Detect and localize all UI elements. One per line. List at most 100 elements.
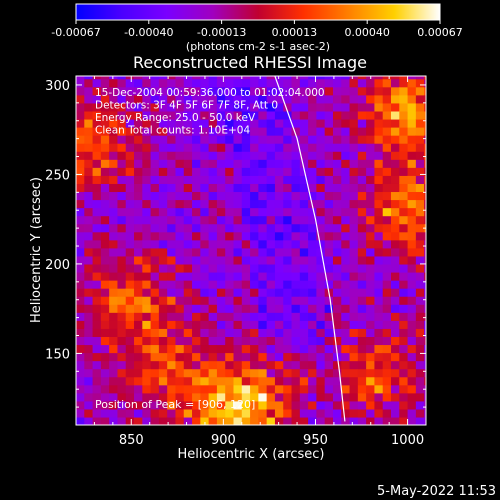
heatmap-cell bbox=[175, 215, 185, 225]
heatmap-cell bbox=[183, 304, 193, 313]
heatmap-cell bbox=[92, 392, 102, 402]
heatmap-cell bbox=[291, 159, 301, 168]
heatmap-cell bbox=[134, 239, 143, 249]
heatmap-cell bbox=[150, 352, 160, 362]
heatmap-cell bbox=[216, 288, 226, 297]
heatmap-cell bbox=[316, 167, 326, 176]
heatmap-cell bbox=[291, 167, 301, 176]
heatmap-cell bbox=[225, 360, 235, 370]
heatmap-cell bbox=[250, 288, 259, 297]
heatmap-cell bbox=[150, 416, 160, 425]
heatmap-cell bbox=[299, 151, 309, 160]
heatmap-cell bbox=[150, 135, 160, 144]
heatmap-cell bbox=[150, 199, 160, 209]
heatmap-cell bbox=[208, 247, 218, 257]
heatmap-cell bbox=[167, 271, 177, 281]
heatmap-cell bbox=[366, 151, 376, 160]
heatmap-cell bbox=[424, 143, 426, 152]
heatmap-cell bbox=[167, 368, 177, 378]
heatmap-cell bbox=[366, 191, 376, 201]
heatmap-cell bbox=[341, 408, 351, 418]
heatmap-cell bbox=[316, 336, 326, 346]
heatmap-cell bbox=[357, 175, 367, 184]
heatmap-cell bbox=[192, 167, 201, 176]
heatmap-cell bbox=[399, 231, 409, 241]
heatmap-cell bbox=[308, 175, 317, 184]
heatmap-cell bbox=[424, 110, 426, 120]
heatmap-cell bbox=[258, 127, 268, 136]
heatmap-cell bbox=[76, 408, 85, 418]
heatmap-cell bbox=[125, 215, 135, 225]
heatmap-cell bbox=[349, 392, 359, 402]
heatmap-cell bbox=[274, 175, 284, 184]
heatmap-cell bbox=[183, 263, 193, 273]
heatmap-cell bbox=[382, 344, 392, 354]
heatmap-cell bbox=[216, 320, 226, 329]
heatmap-cell bbox=[407, 408, 417, 418]
heatmap-cell bbox=[366, 408, 376, 418]
heatmap-cell bbox=[216, 304, 226, 313]
heatmap-cell bbox=[332, 247, 342, 257]
heatmap-cell bbox=[125, 352, 135, 362]
heatmap-cell bbox=[150, 151, 160, 160]
heatmap-cell bbox=[374, 352, 384, 362]
heatmap-cell bbox=[424, 207, 426, 217]
heatmap-cell bbox=[357, 159, 367, 168]
heatmap-cell bbox=[415, 199, 425, 209]
heatmap-cell bbox=[391, 296, 400, 305]
heatmap-cell bbox=[84, 159, 94, 168]
heatmap-cell bbox=[374, 76, 384, 80]
heatmap-cell bbox=[291, 199, 301, 209]
heatmap-cell bbox=[158, 360, 168, 370]
heatmap-cell bbox=[142, 344, 152, 354]
heatmap-cell bbox=[109, 392, 119, 402]
heatmap-cell bbox=[316, 352, 326, 362]
heatmap-cell bbox=[125, 304, 135, 313]
heatmap-cell bbox=[142, 102, 152, 112]
heatmap-cell bbox=[332, 288, 342, 297]
heatmap-cell bbox=[366, 304, 376, 313]
heatmap-cell bbox=[299, 199, 309, 209]
heatmap-cell bbox=[308, 191, 317, 201]
heatmap-cell bbox=[324, 271, 334, 281]
heatmap-cell bbox=[117, 159, 127, 168]
heatmap-cell bbox=[299, 280, 309, 289]
heatmap-cell bbox=[258, 328, 268, 337]
heatmap-cell bbox=[258, 110, 268, 120]
heatmap-cell bbox=[341, 94, 351, 104]
heatmap-cell bbox=[241, 102, 251, 112]
heatmap-cell bbox=[324, 143, 334, 152]
heatmap-cell bbox=[266, 102, 276, 112]
heatmap-cell bbox=[357, 384, 367, 394]
heatmap-cell bbox=[424, 255, 426, 265]
heatmap-cell bbox=[76, 183, 85, 193]
heatmap-cell bbox=[84, 127, 94, 136]
heatmap-cell bbox=[415, 110, 425, 120]
heatmap-cell bbox=[291, 368, 301, 378]
heatmap-cell bbox=[84, 400, 94, 410]
heatmap-cell bbox=[142, 336, 152, 346]
heatmap-cell bbox=[357, 368, 367, 378]
heatmap-cell bbox=[117, 94, 127, 104]
heatmap-cell bbox=[415, 78, 425, 88]
heatmap-cell bbox=[241, 127, 251, 136]
heatmap-cell bbox=[233, 271, 243, 281]
heatmap-cell bbox=[274, 255, 284, 265]
heatmap-cell bbox=[349, 110, 359, 120]
heatmap-cell bbox=[391, 344, 400, 354]
heatmap-cell bbox=[142, 368, 152, 378]
heatmap-cell bbox=[250, 312, 259, 321]
heatmap-cell bbox=[109, 215, 119, 225]
heatmap-cell bbox=[200, 118, 210, 128]
heatmap-cell bbox=[216, 376, 226, 386]
heatmap-cell bbox=[357, 416, 367, 425]
heatmap-cell bbox=[316, 288, 326, 297]
heatmap-cell bbox=[183, 135, 193, 144]
heatmap-cell bbox=[233, 78, 243, 88]
heatmap-cell bbox=[142, 223, 152, 233]
heatmap-cell bbox=[192, 102, 201, 112]
heatmap-cell bbox=[125, 296, 135, 305]
heatmap-cell bbox=[283, 94, 293, 104]
heatmap-cell bbox=[349, 263, 359, 273]
